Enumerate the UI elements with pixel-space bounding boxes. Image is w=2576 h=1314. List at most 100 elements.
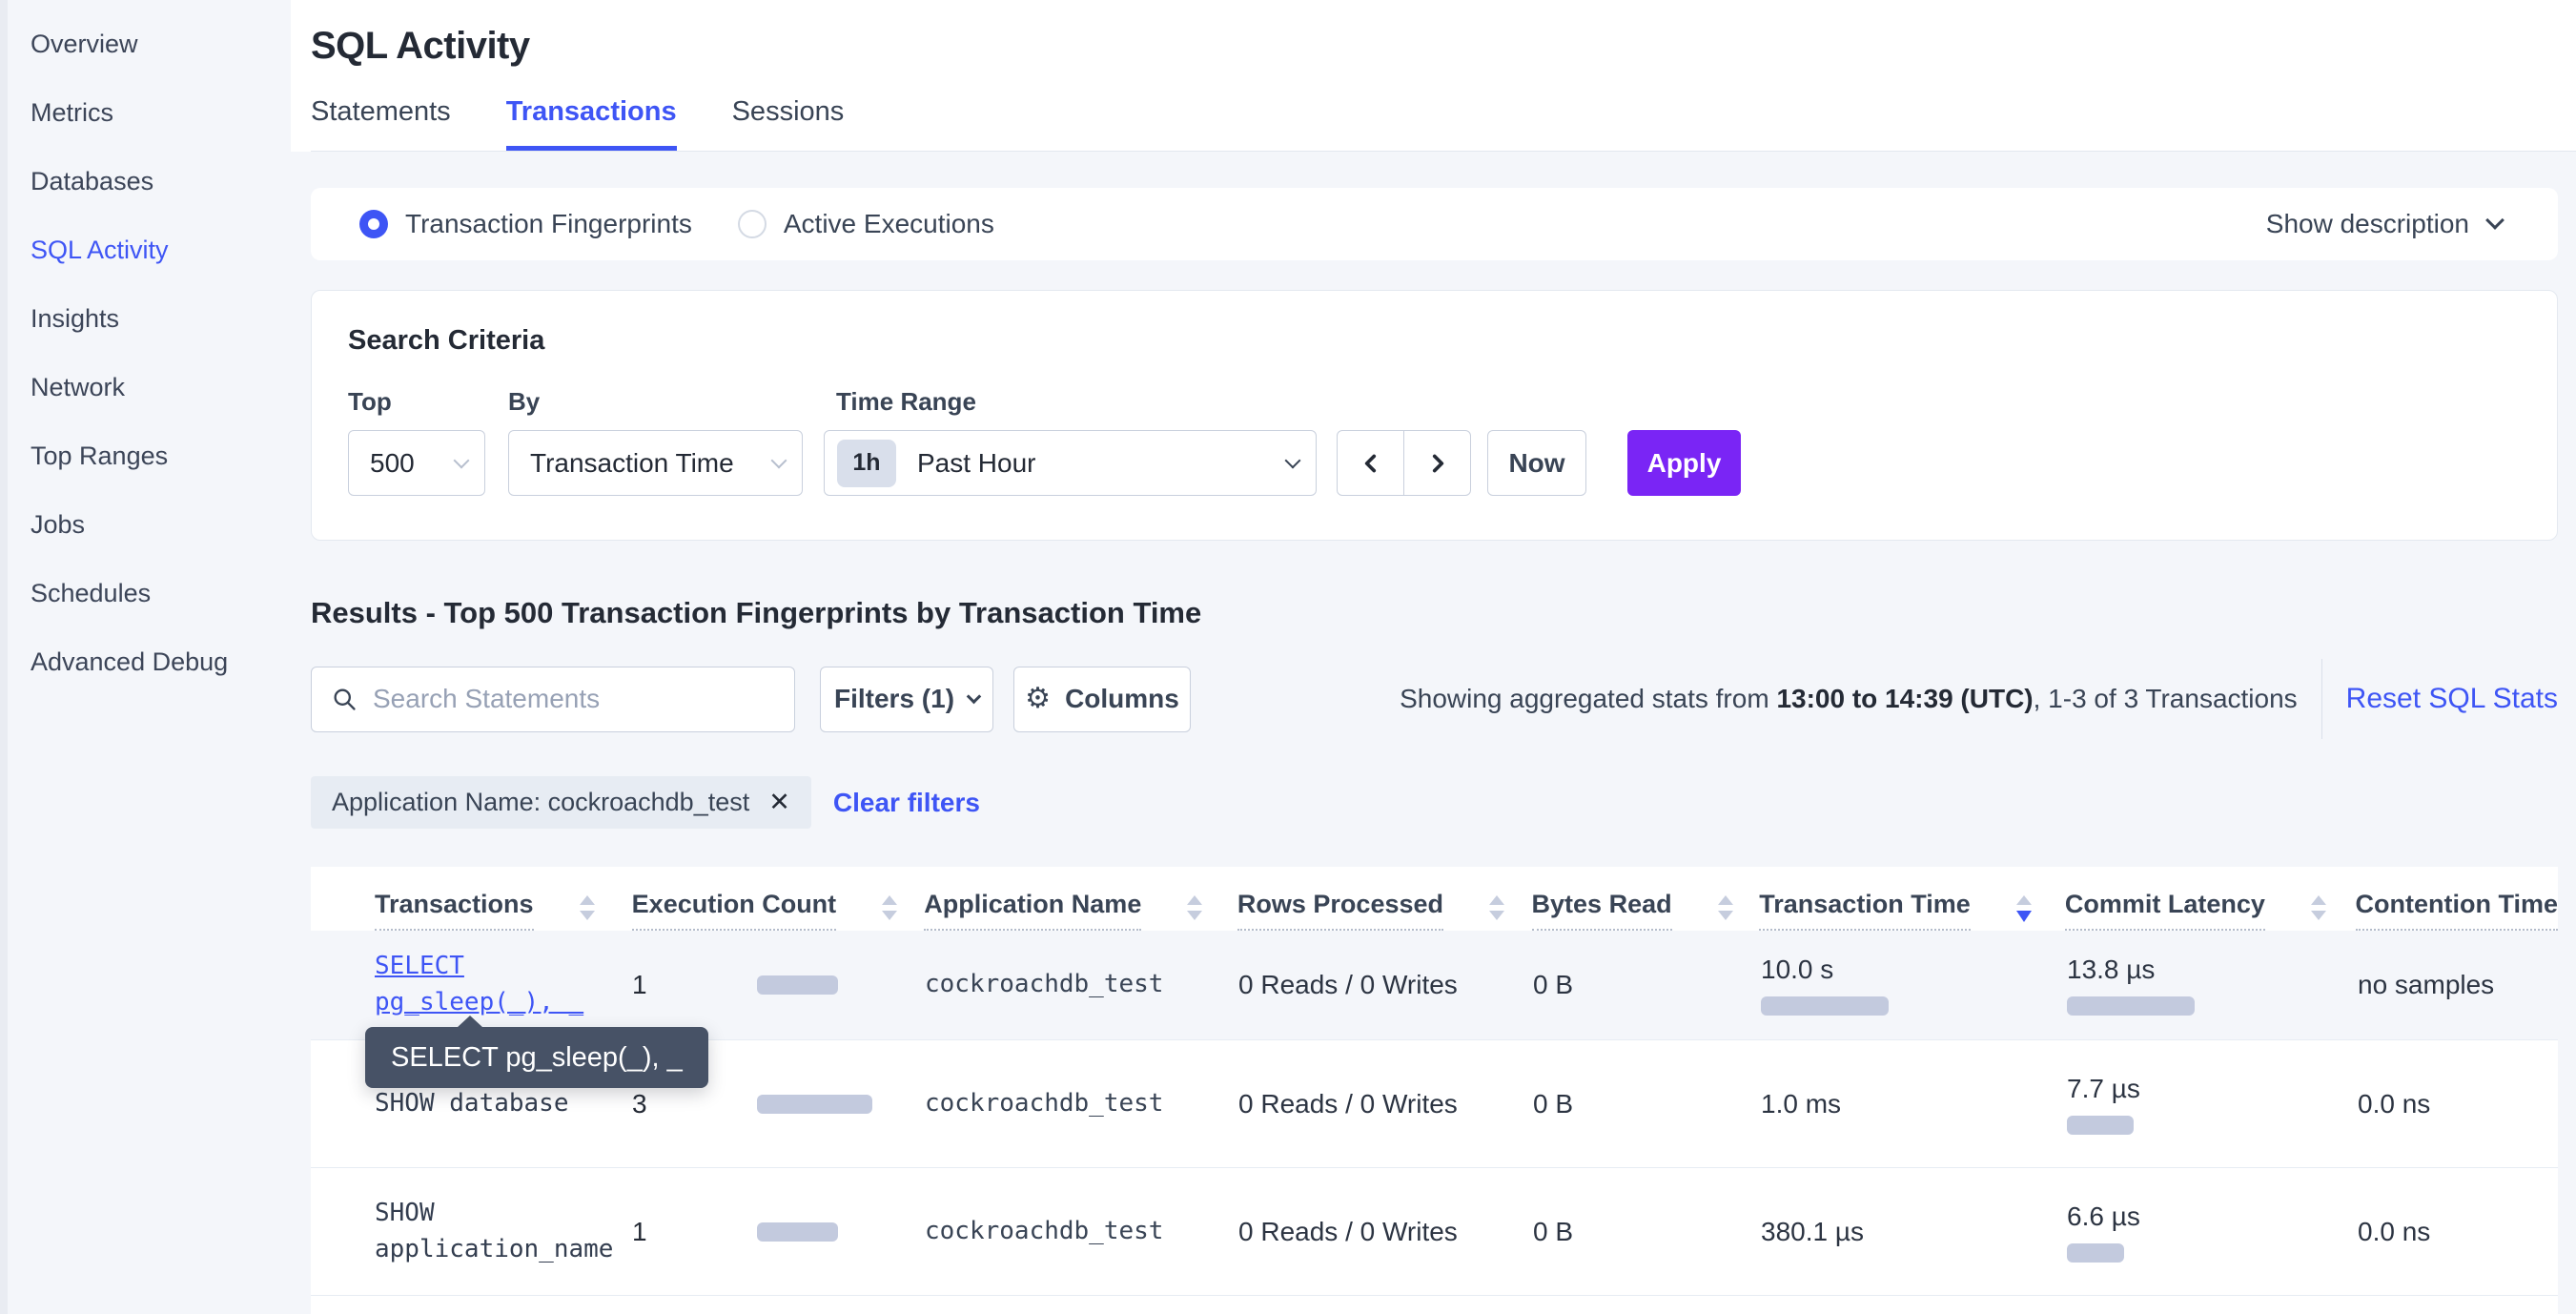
sidebar-item-metrics[interactable]: Metrics [31,97,113,127]
chevron-down-icon [1284,452,1301,469]
sort-desc-icon[interactable] [2015,895,2032,922]
sidebar-item-top-ranges[interactable]: Top Ranges [31,441,169,470]
content-area: Transaction Fingerprints Active Executio… [291,152,2576,1314]
top-select-value: 500 [370,447,415,478]
by-field: By Transaction Time [485,387,803,496]
view-toggle-bar: Transaction Fingerprints Active Executio… [311,188,2558,260]
table-row[interactable]: SHOW database 3 cockroachdb_test 0 Reads… [311,1040,2558,1168]
chevron-down-icon [453,452,470,469]
column-header-transactions: Transactions [375,890,632,931]
page-title: SQL Activity [311,25,530,67]
close-icon[interactable]: ✕ [768,788,790,816]
previous-time-button[interactable] [1338,431,1404,495]
radio-transaction-fingerprints[interactable]: Transaction Fingerprints [359,209,692,239]
chevron-right-icon [1432,454,1443,472]
rows-processed-cell: 0 Reads / 0 Writes [1238,1088,1458,1119]
sort-icon[interactable] [1187,895,1203,920]
bytes-read-cell: 0 B [1533,1088,1574,1119]
transaction-fingerprint-link[interactable]: SHOW database [375,1088,569,1118]
chevron-left-icon [1364,454,1376,472]
sidebar-item-jobs[interactable]: Jobs [31,509,86,539]
column-header-rows-processed: Rows Processed [1237,890,1532,931]
bytes-read-cell: 0 B [1533,1216,1574,1246]
sidebar-item-advanced-debug[interactable]: Advanced Debug [31,647,229,676]
sort-icon[interactable] [1489,895,1504,920]
transaction-time-cell: 1.0 ms [1761,1088,1842,1119]
search-criteria-fields: Top 500 By Transaction Time Time Range [348,387,2557,496]
apply-button[interactable]: Apply [1627,430,1741,496]
contention-time-cell: 0.0 ns [2358,1088,2431,1119]
tab-statements[interactable]: Statements [311,96,451,127]
sidebar: Overview Metrics Databases SQL Activity … [8,0,291,1314]
sidebar-item-databases[interactable]: Databases [31,166,154,195]
results-controls: Filters (1) ⚙ Columns Showing aggregated… [311,659,2558,739]
sidebar-item-network[interactable]: Network [31,372,126,401]
filters-button[interactable]: Filters (1) [820,666,993,732]
radio-label: Transaction Fingerprints [405,209,692,238]
sort-icon[interactable] [1717,895,1733,920]
sidebar-item-insights[interactable]: Insights [31,303,120,333]
aggregated-stats: Showing aggregated stats from 13:00 to 1… [1400,659,2558,739]
radio-selected-icon[interactable] [359,210,388,238]
clear-filters-link[interactable]: Clear filters [832,787,980,817]
by-label: By [508,387,541,416]
now-button[interactable]: Now [1487,430,1586,496]
sort-icon[interactable] [2310,895,2326,920]
time-range-select[interactable]: 1h Past Hour [824,430,1317,496]
window-edge [0,0,8,1314]
show-description-label: Show description [2265,209,2469,238]
commit-latency-bar [2067,996,2195,1016]
sidebar-item-schedules[interactable]: Schedules [31,578,152,607]
transaction-time-bar [1761,996,1889,1016]
column-header-bytes-read: Bytes Read [1531,890,1760,931]
gear-icon: ⚙ [1025,682,1052,715]
columns-button[interactable]: ⚙ Columns [1013,666,1191,732]
transaction-fingerprint-link[interactable]: SELECT pg_sleep(_), _ [375,952,584,1016]
application-name-cell: cockroachdb_test [925,970,1164,999]
transaction-cell: SHOW database [375,1086,632,1122]
column-header-application-name: Application Name [924,890,1237,931]
top-label: Top [348,387,392,416]
search-icon [334,688,356,710]
by-select-value: Transaction Time [530,447,734,478]
sort-icon[interactable] [882,895,898,920]
reset-sql-stats-link[interactable]: Reset SQL Stats [2345,683,2558,714]
top-select[interactable]: 500 [348,430,485,496]
stats-suffix: , 1-3 of 3 Transactions [2033,684,2298,713]
search-statements-input[interactable] [373,684,775,714]
radio-label: Active Executions [783,209,994,238]
time-range-label: Time Range [836,387,976,416]
rows-processed-cell: 0 Reads / 0 Writes [1238,970,1458,999]
transaction-fingerprint-link[interactable]: SHOW application_name [375,1198,614,1263]
filters-label: Filters (1) [833,684,955,713]
table-row[interactable]: SELECT pg_sleep(_), _ 1 cockroachdb_test… [311,931,2558,1088]
tab-bar: Statements Transactions Sessions [311,96,2576,152]
application-name-cell: cockroachdb_test [925,1216,1164,1245]
active-filters-row: Application Name: cockroachdb_test ✕ Cle… [311,776,2558,829]
vertical-divider [2320,659,2322,739]
bytes-read-cell: 0 B [1533,970,1574,999]
rows-processed-cell: 0 Reads / 0 Writes [1238,1216,1458,1246]
show-description-toggle[interactable]: Show description [2265,209,2504,239]
transaction-cell: SHOW application_name [375,1196,632,1267]
time-range-badge: 1h [837,439,896,487]
filter-chip-application-name[interactable]: Application Name: cockroachdb_test ✕ [311,776,811,829]
application-name-cell: cockroachdb_test [925,1088,1164,1118]
execution-count-bar [757,975,838,995]
next-time-button[interactable] [1404,431,1470,495]
column-header-contention-time: Contention Time [2355,890,2558,931]
sort-icon[interactable] [579,895,595,920]
tab-transactions[interactable]: Transactions [505,96,677,151]
sidebar-item-sql-activity[interactable]: SQL Activity [31,235,169,264]
column-header-execution-count: Execution Count [631,890,925,931]
commit-latency-cell: 7.7 µs [2067,1074,2358,1135]
chevron-down-icon [770,452,787,469]
column-header-transaction-time: Transaction Time [1759,890,2065,931]
radio-active-executions[interactable]: Active Executions [737,209,994,239]
tab-sessions[interactable]: Sessions [731,96,845,127]
sidebar-item-overview[interactable]: Overview [31,29,138,58]
radio-unselected-icon[interactable] [737,210,767,238]
table-row[interactable]: SHOW application_name 1 cockroachdb_test… [311,1168,2558,1296]
chevron-down-icon [966,688,982,704]
by-select[interactable]: Transaction Time [508,430,803,496]
